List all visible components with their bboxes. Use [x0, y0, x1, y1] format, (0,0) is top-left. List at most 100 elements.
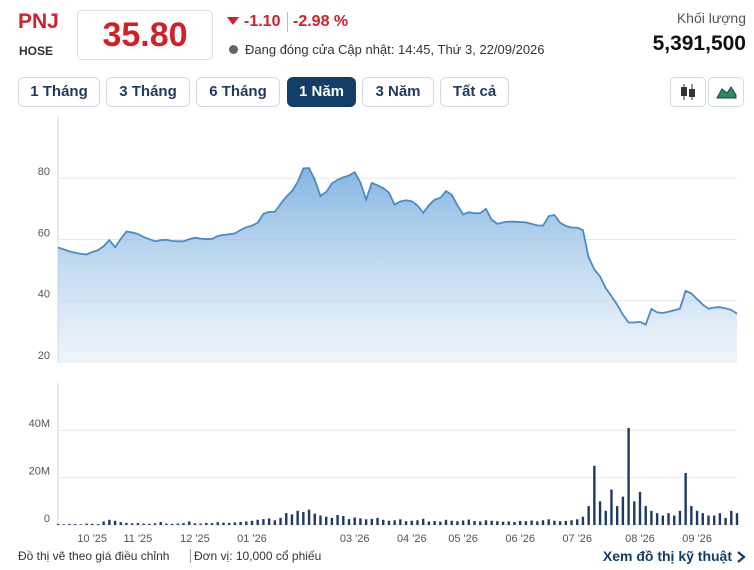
volume-bar [330, 517, 334, 525]
volume-bar [433, 520, 436, 525]
y-tick-label: 40 [38, 289, 50, 301]
volume-bar [673, 515, 676, 525]
volume-bar [102, 521, 105, 525]
volume-bar [285, 513, 288, 525]
down-arrow [227, 17, 239, 25]
volume-bar [210, 523, 214, 525]
x-tick-label: 11 '25 [123, 533, 152, 545]
volume-bar [518, 520, 522, 525]
x-tick-label: 01 '26 [237, 533, 267, 545]
volume-bar [633, 501, 636, 525]
volume-bar [467, 519, 471, 525]
volume-bar [712, 515, 716, 525]
volume-bar [627, 427, 630, 525]
y-tick-label: 20M [29, 466, 50, 478]
volume-bar [62, 524, 65, 525]
volume-bar [638, 491, 642, 525]
volume-bar [650, 510, 653, 525]
tab-active[interactable]: 1 Năm [287, 77, 356, 107]
volume-bar [56, 524, 60, 525]
volume-bar [484, 520, 488, 525]
volume-bar [598, 501, 602, 525]
volume-bar [387, 520, 391, 525]
volume-bar [570, 520, 573, 525]
volume-bar [530, 520, 533, 525]
volume-bar [558, 521, 562, 525]
price: 35.80 [77, 10, 213, 60]
volume-bar [513, 521, 516, 525]
volume-bar [239, 521, 242, 525]
volume-bar [125, 522, 128, 525]
updated: Cập nhật: 14:45, Thứ 3, 22/09/2026 [338, 42, 545, 57]
volume-bar [404, 521, 408, 525]
volume-bar [336, 515, 339, 525]
volume-bar [245, 521, 248, 525]
volume-bar [456, 521, 459, 525]
area-button[interactable] [708, 77, 744, 107]
volume-bar [324, 516, 328, 525]
x-tick-label: 07 '26 [562, 533, 592, 545]
volume-bar [182, 523, 185, 525]
volume-bar [153, 523, 157, 525]
volume-bar [267, 518, 271, 525]
volume-bar [382, 519, 385, 525]
volume-bar [695, 510, 699, 525]
x-tick-label: 03 '26 [340, 533, 370, 545]
volume-bar [108, 519, 111, 525]
tab[interactable]: Tất cả [440, 77, 509, 107]
volume-bar [547, 519, 550, 525]
volume-bar [250, 520, 254, 525]
volume-bar [473, 520, 476, 525]
volume-bar [444, 519, 448, 525]
volume-bar [222, 522, 225, 525]
volume-bar [279, 517, 282, 525]
volume-label: Khối lượng [676, 10, 746, 26]
change-percent: -2.98 % [293, 13, 349, 30]
volume-bar [496, 521, 499, 525]
volume-bar [684, 472, 687, 525]
technical-link[interactable]: Xem đồ thị kỹ thuật [602, 548, 732, 564]
volume-bar [644, 506, 647, 525]
exchange: HOSE [19, 44, 54, 58]
tab[interactable]: 3 Năm [362, 77, 434, 107]
volume-bar [735, 513, 739, 525]
footer-unit: Đơn vị: 10,000 cổ phiếu [190, 549, 321, 563]
footer-note: Đồ thị vẽ theo giá điều chỉnh [18, 549, 170, 563]
tab[interactable]: 1 Tháng [18, 77, 100, 107]
volume-bar [410, 520, 413, 525]
volume-bar [342, 516, 345, 525]
volume-bar [273, 520, 277, 525]
volume-bar [553, 520, 556, 525]
volume-bar [393, 520, 396, 525]
volume-bar [170, 523, 174, 525]
volume-bar [678, 510, 682, 525]
volume-bar [113, 520, 117, 525]
candle-button[interactable] [670, 77, 706, 107]
volume-bar [296, 510, 299, 525]
volume-bar [479, 521, 482, 525]
x-tick-label: 12 '25 [180, 533, 210, 545]
chevron[interactable] [736, 550, 746, 564]
y-tick-label: 80 [38, 166, 50, 178]
volume-bar [370, 518, 374, 525]
volume-bar [718, 513, 722, 525]
volume-bar [581, 516, 585, 525]
volume-bar [507, 521, 510, 525]
volume-bar [621, 496, 625, 525]
volume-bar [615, 506, 619, 525]
volume-bar [439, 521, 442, 525]
volume-bar [690, 506, 693, 525]
volume-bar [68, 523, 71, 525]
x-tick-label: 05 '26 [448, 533, 478, 545]
volume-bar [313, 513, 316, 525]
volume-bar [176, 523, 180, 525]
tab[interactable]: 6 Tháng [196, 77, 280, 107]
volume-bar [359, 518, 362, 525]
volume-bar [524, 521, 528, 525]
volume-bar [490, 520, 493, 525]
symbol: PNJ [18, 10, 59, 33]
tab[interactable]: 3 Tháng [106, 77, 190, 107]
volume-bar [707, 515, 710, 525]
status-dot [229, 45, 238, 54]
volume-bar [148, 523, 151, 525]
